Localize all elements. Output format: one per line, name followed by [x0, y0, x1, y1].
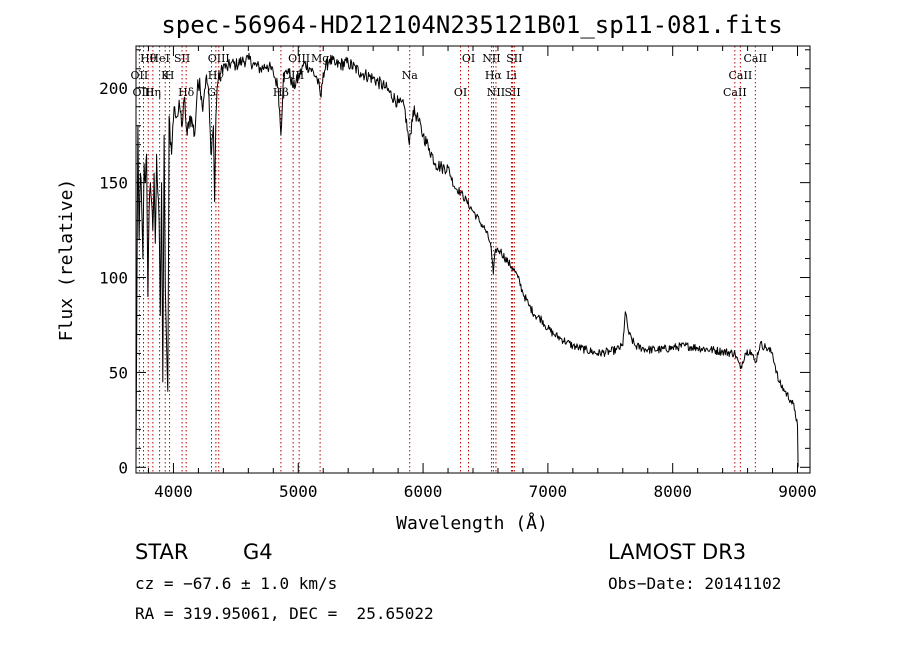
spectral-line-label: H — [165, 69, 175, 82]
spectral-line-label: Hβ — [273, 86, 289, 99]
x-tick-label: 5000 — [279, 482, 318, 501]
spectral-line-label: OIII — [208, 52, 230, 65]
spectral-line-label: SII — [174, 52, 190, 65]
y-tick-label: 200 — [99, 79, 128, 98]
spectral-line-label: NII — [482, 52, 500, 65]
y-tick-label: 150 — [99, 174, 128, 193]
survey-name: LAMOST DR3 — [608, 540, 747, 564]
x-tick-label: 4000 — [154, 482, 193, 501]
spectral-line-label: Hγ — [208, 69, 225, 82]
observation-date: Obs−Date: 20141102 — [608, 574, 782, 593]
spectral-line-label: HeI — [149, 52, 169, 65]
y-tick-label: 100 — [99, 269, 128, 288]
plot-series — [135, 52, 799, 468]
x-axis-label: Wavelength (Å) — [396, 512, 548, 534]
chart-title: spec-56964-HD212104N235121B01_sp11-081.f… — [161, 11, 782, 39]
spectral-line-label: OI — [462, 52, 475, 65]
spectral-line-label: Hη — [145, 86, 161, 99]
spectral-line-label: Hα — [485, 69, 503, 82]
y-tick-label: 50 — [109, 363, 128, 382]
spectral-line-label: SII — [504, 86, 520, 99]
spectral-line-label: Hδ — [178, 86, 195, 99]
spectral-line-label: CaII — [743, 52, 767, 65]
spectral-line-label: OII — [131, 69, 149, 82]
object-type: STAR — [135, 540, 189, 564]
spectral-line-label: OI — [454, 86, 467, 99]
spectral-line-markers: HθOIIOIIIHeIKHηSIIHHδOIIIHγGOIIIOIIIHβMg… — [131, 46, 767, 473]
spectral-line-label: OIII — [132, 86, 154, 99]
spectral-line-label: Mg — [311, 52, 329, 65]
plot-frame — [135, 45, 811, 474]
y-axis-label: Flux (relative) — [56, 179, 77, 342]
spectral-line-label: K — [161, 69, 170, 82]
x-tick-label: 7000 — [529, 482, 568, 501]
y-tick-label: 0 — [118, 458, 128, 477]
spectral-line-label: CaII — [729, 69, 753, 82]
spectral-subclass: G4 — [243, 540, 273, 564]
redshift-velocity: cz = −67.6 ± 1.0 km/s — [135, 574, 338, 593]
x-tick-label: 8000 — [653, 482, 692, 501]
x-tick-label: 9000 — [778, 482, 817, 501]
spectral-line-label: Li — [506, 69, 517, 82]
spectral-line-label: Na — [402, 69, 419, 82]
spectral-line-label: CaII — [723, 86, 747, 99]
axes: 4000 5000 6000 7000 8000 9000 0 50 100 150 200 — [99, 46, 817, 501]
spectral-line-label: NII — [487, 86, 505, 99]
spectral-line-label: SII — [506, 52, 522, 65]
spectrum-line — [135, 52, 799, 468]
x-tick-label: 6000 — [404, 482, 443, 501]
spectral-line-label: G — [207, 86, 216, 99]
coordinates: RA = 319.95061, DEC = 25.65022 — [135, 604, 434, 623]
